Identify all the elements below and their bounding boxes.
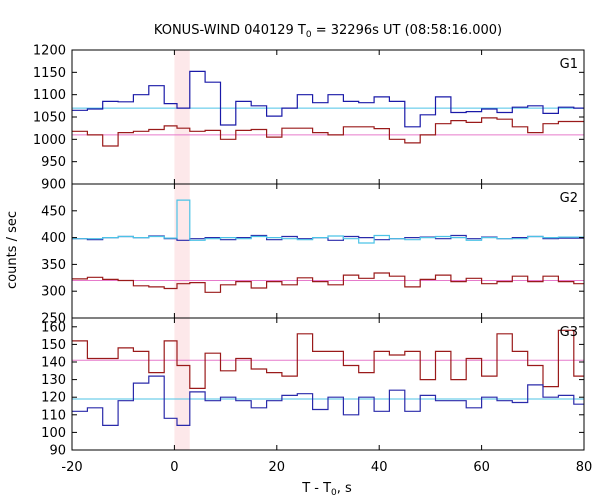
x-tick-label: 80 bbox=[576, 460, 593, 475]
y-tick-label: 150 bbox=[41, 338, 66, 353]
panel-frame-g3 bbox=[71, 317, 585, 451]
y-tick-label: 1050 bbox=[33, 111, 66, 126]
y-tick-label: 100 bbox=[41, 426, 66, 441]
y-tick-label: 400 bbox=[41, 231, 66, 246]
panel-frames bbox=[71, 49, 585, 451]
y-tick-label: 250 bbox=[41, 312, 66, 327]
panel-label-g2: G2 bbox=[560, 191, 578, 206]
y-tick-label: 130 bbox=[41, 373, 66, 388]
series-line-g3-1 bbox=[72, 375, 584, 426]
panel-label-g3: G3 bbox=[560, 325, 578, 340]
x-axis-title: T - T0, s bbox=[301, 481, 352, 498]
y-tick-label: 120 bbox=[41, 391, 66, 406]
x-tick-label: 0 bbox=[170, 460, 178, 475]
x-tick-label: 20 bbox=[269, 460, 286, 475]
y-tick-label: 900 bbox=[41, 178, 66, 193]
x-tick-label: 40 bbox=[371, 460, 388, 475]
series-layer bbox=[72, 70, 584, 426]
panel-frame-g2 bbox=[71, 183, 585, 319]
series-line-g3-0 bbox=[72, 329, 584, 389]
chart-title: KONUS-WIND 040129 T0 = 32296s UT (08:58:… bbox=[154, 23, 502, 40]
y-tick-label: 1100 bbox=[33, 88, 66, 103]
tick-labels: 90095010001050110011501200G1250300350400… bbox=[33, 44, 592, 476]
x-tick-label: -20 bbox=[61, 460, 82, 475]
x-tick-label: 60 bbox=[473, 460, 490, 475]
y-tick-label: 140 bbox=[41, 356, 66, 371]
y-tick-label: 110 bbox=[41, 408, 66, 423]
y-tick-label: 1150 bbox=[33, 66, 66, 81]
series-line-g1-1 bbox=[72, 117, 584, 147]
y-tick-label: 1200 bbox=[33, 44, 66, 59]
y-axis-title: counts / sec bbox=[5, 211, 20, 289]
panel-frame-g1 bbox=[71, 49, 585, 185]
series-line-g2-2 bbox=[72, 272, 584, 293]
y-tick-label: 450 bbox=[41, 204, 66, 219]
series-line-g2-1 bbox=[72, 199, 584, 244]
y-tick-label: 90 bbox=[49, 444, 66, 459]
panel-label-g1: G1 bbox=[560, 57, 578, 72]
y-tick-label: 300 bbox=[41, 285, 66, 300]
y-tick-label: 950 bbox=[41, 155, 66, 170]
y-tick-label: 160 bbox=[41, 320, 66, 335]
series-line-g1-0 bbox=[72, 70, 584, 128]
y-tick-label: 350 bbox=[41, 258, 66, 273]
highlight-band bbox=[174, 50, 190, 450]
highlight-band-layer bbox=[174, 50, 190, 450]
y-tick-label: 1000 bbox=[33, 133, 66, 148]
